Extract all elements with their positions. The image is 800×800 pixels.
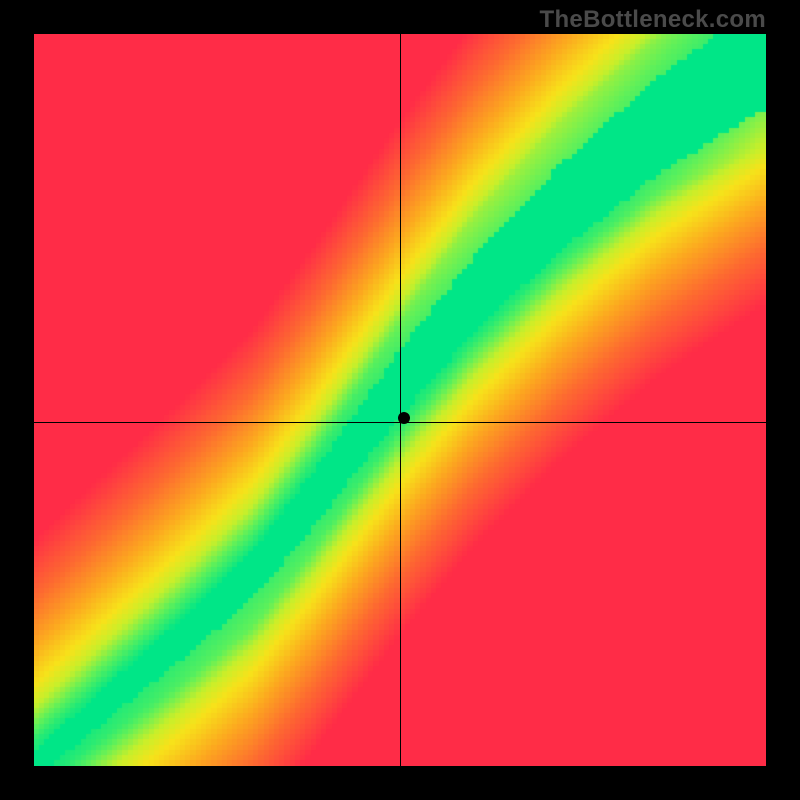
- crosshair-vertical: [400, 34, 401, 766]
- selection-marker[interactable]: [398, 412, 410, 424]
- plot-area: [34, 34, 766, 766]
- watermark-text: TheBottleneck.com: [540, 6, 766, 34]
- chart-frame: TheBottleneck.com: [0, 0, 800, 800]
